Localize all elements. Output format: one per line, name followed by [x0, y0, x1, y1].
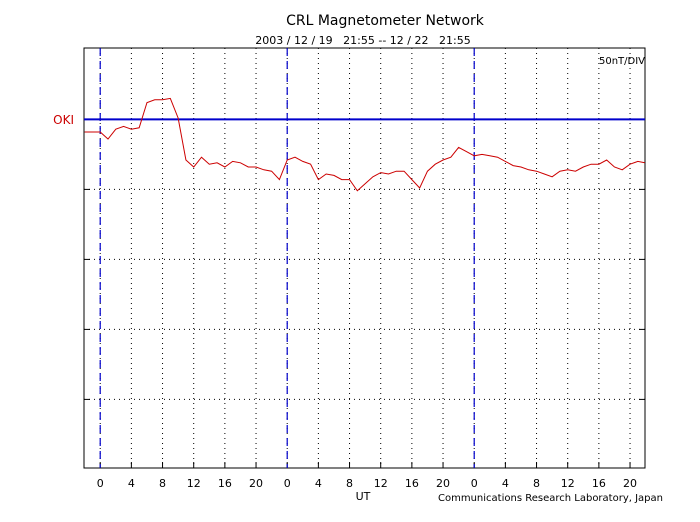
x-tick-label: 4	[128, 477, 135, 490]
x-tick-label: 4	[502, 477, 509, 490]
credit: Communications Research Laboratory, Japa…	[438, 493, 663, 504]
x-tick-label: 12	[561, 477, 575, 490]
x-tick-label: 20	[249, 477, 263, 490]
x-tick-label: 12	[374, 477, 388, 490]
x-tick-label: 8	[159, 477, 166, 490]
data-line	[84, 97, 645, 192]
x-axis-label: UT	[356, 490, 371, 503]
x-tick-label: 12	[187, 477, 201, 490]
x-tick-label: 0	[97, 477, 104, 490]
chart-title: CRL Magnetometer Network	[286, 13, 485, 29]
x-tick-label: 16	[218, 477, 232, 490]
x-tick-label: 4	[315, 477, 322, 490]
x-tick-label: 16	[405, 477, 419, 490]
series-label: OKI	[53, 113, 74, 127]
x-tick-label: 8	[346, 477, 353, 490]
x-tick-label: 16	[592, 477, 606, 490]
x-tick-label: 8	[533, 477, 540, 490]
x-tick-label: 20	[436, 477, 450, 490]
plot-frame	[83, 47, 646, 469]
x-tick-label: 0	[284, 477, 291, 490]
scale-note: 50nT/DIV	[599, 56, 645, 67]
x-tick-label: 20	[623, 477, 637, 490]
x-tick-label: 0	[471, 477, 478, 490]
chart-subtitle: 2003 / 12 / 19 21:55 -- 12 / 22 21:55	[255, 34, 470, 47]
